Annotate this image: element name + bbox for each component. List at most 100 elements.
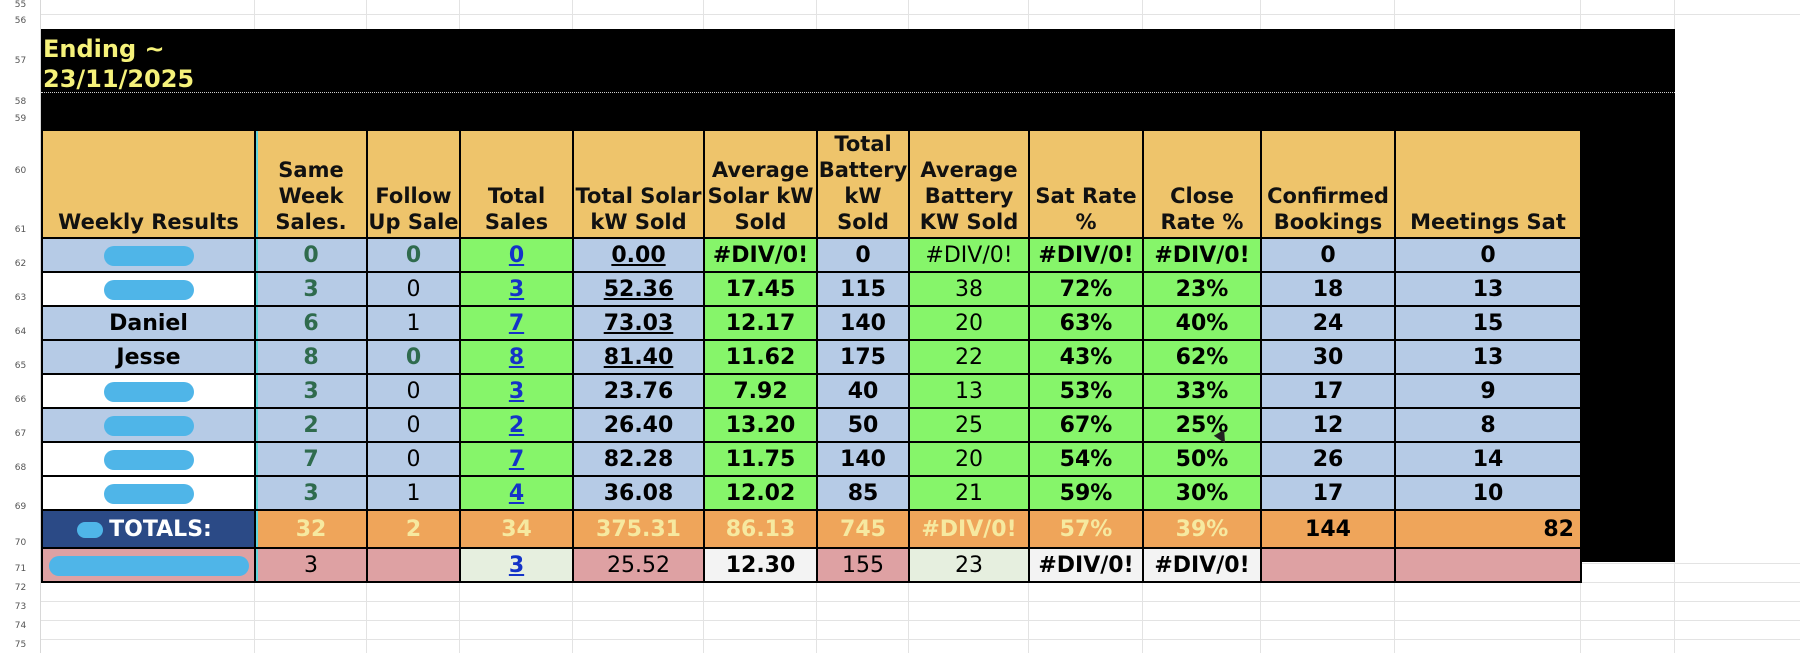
row-number[interactable]: 65 (14, 361, 27, 371)
sat-rate-cell[interactable]: 59% (1028, 475, 1144, 511)
total-solar-cell[interactable]: 73.03 (572, 305, 705, 341)
header-average-solar-kw[interactable]: Average Solar kW Sold (703, 129, 818, 239)
header-average-battery-kw[interactable]: Average Battery KW Sold (908, 129, 1030, 239)
header-sat-rate[interactable]: Sat Rate % (1028, 129, 1144, 239)
follow-up-cell[interactable]: 1 (366, 475, 461, 511)
header-total-battery-kw[interactable]: Total Battery kW Sold (816, 129, 910, 239)
same-week-cell[interactable]: 2 (254, 407, 368, 443)
same-week-cell[interactable]: 3 (254, 475, 368, 511)
totals-close-rate[interactable]: 39% (1142, 509, 1262, 549)
total-sales-cell[interactable]: 2 (459, 407, 574, 443)
confirmed-cell[interactable]: 18 (1260, 271, 1396, 307)
confirmed-cell[interactable]: 30 (1260, 339, 1396, 375)
confirmed-cell[interactable]: 12 (1260, 407, 1396, 443)
row-number[interactable]: 67 (14, 429, 27, 439)
total-sales-cell[interactable]: 8 (459, 339, 574, 375)
total-sales-link[interactable]: 3 (508, 276, 525, 302)
extra-confirmed[interactable] (1260, 547, 1396, 583)
confirmed-cell[interactable]: 24 (1260, 305, 1396, 341)
row-number[interactable]: 68 (14, 463, 27, 473)
total-battery-cell[interactable]: 175 (816, 339, 910, 375)
sat-rate-cell[interactable]: 54% (1028, 441, 1144, 477)
total-sales-cell[interactable]: 4 (459, 475, 574, 511)
total-solar-cell[interactable]: 52.36 (572, 271, 705, 307)
meetings-cell[interactable]: 14 (1394, 441, 1582, 477)
extra-sat-rate[interactable]: #DIV/0! (1028, 547, 1144, 583)
row-number[interactable]: 64 (14, 327, 27, 337)
total-sales-cell[interactable]: 7 (459, 441, 574, 477)
row-number[interactable]: 60 (14, 166, 27, 176)
close-rate-cell[interactable]: 25% (1142, 407, 1262, 443)
sat-rate-cell[interactable]: #DIV/0! (1028, 237, 1144, 273)
meetings-cell[interactable]: 0 (1394, 237, 1582, 273)
same-week-cell[interactable]: 6 (254, 305, 368, 341)
sat-rate-cell[interactable]: 43% (1028, 339, 1144, 375)
row-number[interactable]: 71 (14, 564, 27, 574)
row-number[interactable]: 55 (14, 0, 27, 10)
total-sales-cell[interactable]: 3 (459, 271, 574, 307)
avg-battery-cell[interactable]: 38 (908, 271, 1030, 307)
meetings-cell[interactable]: 15 (1394, 305, 1582, 341)
avg-solar-cell[interactable]: 13.20 (703, 407, 818, 443)
confirmed-cell[interactable]: 17 (1260, 373, 1396, 409)
follow-up-cell[interactable]: 0 (366, 441, 461, 477)
same-week-cell[interactable]: 3 (254, 373, 368, 409)
total-solar-cell[interactable]: 36.08 (572, 475, 705, 511)
extra-avg-solar[interactable]: 12.30 (703, 547, 818, 583)
row-number[interactable]: 59 (14, 114, 27, 124)
totals-total-battery[interactable]: 745 (816, 509, 910, 549)
row-number[interactable]: 73 (14, 602, 27, 612)
row-number[interactable]: 62 (14, 259, 27, 269)
avg-solar-cell[interactable]: 12.02 (703, 475, 818, 511)
name-cell[interactable]: Daniel (41, 305, 256, 341)
total-solar-cell[interactable]: 0.00 (572, 237, 705, 273)
totals-total-solar[interactable]: 375.31 (572, 509, 705, 549)
sat-rate-cell[interactable]: 53% (1028, 373, 1144, 409)
extra-same-week[interactable]: 3 (254, 547, 368, 583)
row-number[interactable]: 57 (14, 56, 27, 66)
extra-total-battery[interactable]: 155 (816, 547, 910, 583)
same-week-cell[interactable]: 8 (254, 339, 368, 375)
name-cell-redacted[interactable] (41, 373, 256, 409)
row-number[interactable]: 72 (14, 583, 27, 593)
sat-rate-cell[interactable]: 67% (1028, 407, 1144, 443)
totals-same-week[interactable]: 32 (254, 509, 368, 549)
avg-solar-cell[interactable]: 11.62 (703, 339, 818, 375)
sat-rate-cell[interactable]: 63% (1028, 305, 1144, 341)
extra-follow-up[interactable] (366, 547, 461, 583)
row-number[interactable]: 69 (14, 502, 27, 512)
avg-battery-cell[interactable]: 22 (908, 339, 1030, 375)
name-cell-redacted[interactable] (41, 441, 256, 477)
total-battery-cell[interactable]: 140 (816, 305, 910, 341)
total-sales-cell[interactable]: 3 (459, 373, 574, 409)
totals-avg-battery[interactable]: #DIV/0! (908, 509, 1030, 549)
header-total-sales[interactable]: Total Sales (459, 129, 574, 239)
name-cell-redacted[interactable] (41, 407, 256, 443)
close-rate-cell[interactable]: 33% (1142, 373, 1262, 409)
row-number[interactable]: 74 (14, 621, 27, 631)
same-week-cell[interactable]: 0 (254, 237, 368, 273)
total-solar-cell[interactable]: 82.28 (572, 441, 705, 477)
total-battery-cell[interactable]: 140 (816, 441, 910, 477)
header-weekly-results[interactable]: Weekly Results (41, 129, 256, 239)
total-sales-cell[interactable]: 7 (459, 305, 574, 341)
totals-total-sales[interactable]: 34 (459, 509, 574, 549)
close-rate-cell[interactable]: #DIV/0! (1142, 237, 1262, 273)
row-number[interactable]: 66 (14, 395, 27, 405)
total-battery-cell[interactable]: 115 (816, 271, 910, 307)
name-cell[interactable]: Jesse (41, 339, 256, 375)
totals-avg-solar[interactable]: 86.13 (703, 509, 818, 549)
total-sales-link[interactable]: 3 (508, 378, 525, 404)
meetings-cell[interactable]: 13 (1394, 339, 1582, 375)
week-ending-title[interactable]: Ending ~ 23/11/2025 (43, 34, 194, 94)
avg-battery-cell[interactable]: 25 (908, 407, 1030, 443)
follow-up-cell[interactable]: 1 (366, 305, 461, 341)
total-sales-link[interactable]: 7 (508, 446, 525, 472)
totals-label-cell[interactable]: TOTALS: (41, 509, 256, 549)
follow-up-cell[interactable]: 0 (366, 237, 461, 273)
close-rate-cell[interactable]: 50% (1142, 441, 1262, 477)
confirmed-cell[interactable]: 26 (1260, 441, 1396, 477)
total-battery-cell[interactable]: 40 (816, 373, 910, 409)
extra-close-rate[interactable]: #DIV/0! (1142, 547, 1262, 583)
extra-avg-battery[interactable]: 23 (908, 547, 1030, 583)
